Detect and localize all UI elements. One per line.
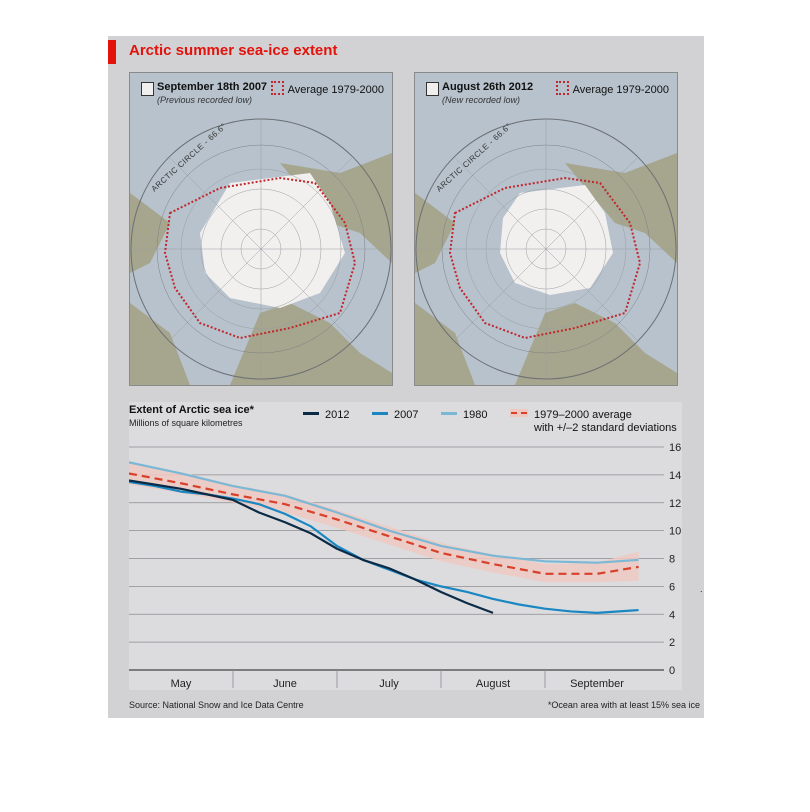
- source-note: Source: National Snow and Ice Data Centr…: [129, 700, 304, 710]
- footnote: *Ocean area with at least 15% sea ice: [547, 700, 700, 710]
- chart-title: Extent of Arctic sea ice*: [129, 404, 254, 416]
- y-tick-label: 0: [669, 665, 675, 677]
- series-line-2012: [129, 479, 494, 614]
- sea-ice-line-chart: 0 2 4 6 8 10 12 14 16 May June July August September: [129, 402, 682, 690]
- map-2007-average-key: Average 1979-2000: [270, 81, 384, 96]
- series-line-2007: [129, 480, 639, 614]
- map-2007-date: September 18th 2007: [157, 81, 268, 93]
- x-tick-label: August: [476, 678, 510, 690]
- x-tick-label: June: [273, 678, 297, 690]
- dotted-outline-icon: [555, 81, 569, 95]
- legend-1980: 1980: [441, 409, 487, 421]
- dotted-outline-icon: [270, 81, 284, 95]
- y-tick-label: 14: [669, 470, 681, 482]
- map-2012: August 26th 2012 (New recorded low) Aver…: [414, 72, 678, 386]
- map-2012-date: August 26th 2012: [442, 81, 534, 93]
- y-tick-label: 4: [669, 609, 675, 621]
- legend-2007-label: 2007: [394, 409, 419, 421]
- legend-2007-swatch: [372, 412, 388, 415]
- graphic-title: Arctic summer sea-ice extent: [129, 42, 338, 59]
- legend-2012-label: 2012: [325, 409, 350, 421]
- y-tick-label: 8: [669, 554, 675, 566]
- legend-1980-label: 1980: [463, 409, 488, 421]
- y-tick-label: 16: [669, 442, 681, 454]
- map-2012-note: (New recorded low): [442, 95, 521, 105]
- series-line-1980: [129, 461, 639, 564]
- legend-average-line2: with +/–2 standard deviations: [534, 422, 677, 434]
- map-2007-caption: September 18th 2007 (Previous recorded l…: [130, 73, 392, 111]
- stray-mark: .: [700, 584, 703, 594]
- map-2012-average-key: Average 1979-2000: [555, 81, 669, 96]
- map-2012-caption: August 26th 2012 (New recorded low) Aver…: [415, 73, 677, 111]
- legend-1980-swatch: [441, 412, 457, 415]
- legend-average: 1979–2000 average with +/–2 standard dev…: [510, 409, 677, 435]
- y-tick-label: 2: [669, 637, 675, 649]
- legend-2012-swatch: [303, 412, 319, 415]
- x-tick-label: September: [570, 678, 624, 690]
- legend-average-swatch: [510, 409, 528, 417]
- accent-bar: [108, 40, 116, 64]
- chart-y-label: Millions of square kilometres: [129, 418, 243, 428]
- y-tick-label: 6: [669, 581, 675, 593]
- x-tick-label: May: [171, 678, 192, 690]
- map-2007-note: (Previous recorded low): [157, 95, 253, 105]
- series-line-1979-2000: [129, 472, 639, 575]
- y-tick-label: 10: [669, 526, 681, 538]
- y-tick-label: 12: [669, 498, 681, 510]
- map-2007-average-label: Average 1979-2000: [287, 84, 384, 96]
- map-2007: September 18th 2007 (Previous recorded l…: [129, 72, 393, 386]
- ice-swatch-icon: [141, 82, 154, 96]
- legend-2012: 2012: [303, 409, 349, 421]
- map-2012-graphic: [415, 73, 677, 385]
- map-2007-graphic: [130, 73, 392, 385]
- map-2012-average-label: Average 1979-2000: [572, 84, 669, 96]
- legend-2007: 2007: [372, 409, 418, 421]
- std-dev-band: [129, 462, 639, 583]
- chart-svg: 0 2 4 6 8 10 12 14 16 May June July August September: [129, 442, 681, 690]
- legend-average-line1: 1979–2000 average: [534, 409, 632, 421]
- x-tick-label: July: [379, 678, 399, 690]
- ice-swatch-icon: [426, 82, 439, 96]
